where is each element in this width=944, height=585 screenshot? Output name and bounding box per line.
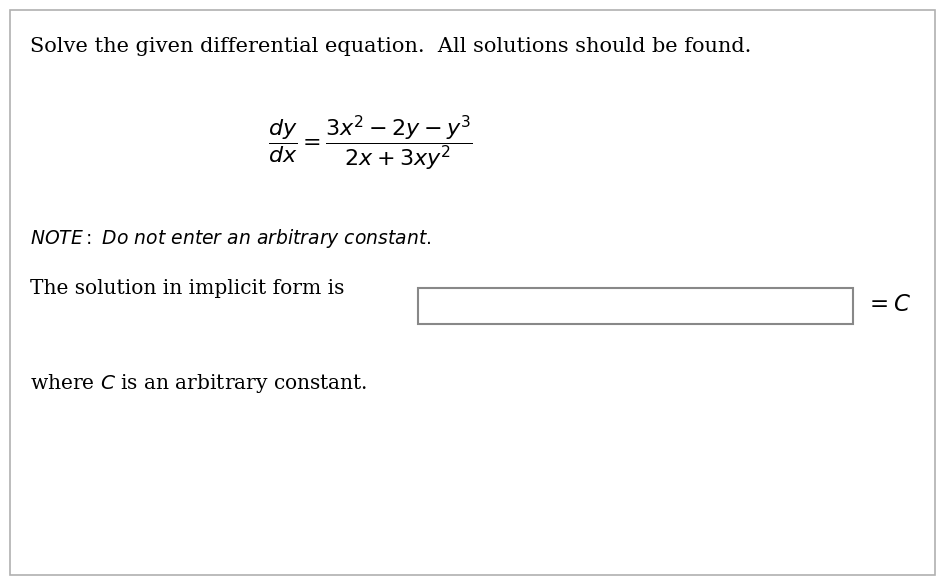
Bar xyxy=(417,288,852,324)
Text: The solution in implicit form is: The solution in implicit form is xyxy=(30,280,344,298)
Text: Solve the given differential equation.  All solutions should be found.: Solve the given differential equation. A… xyxy=(30,37,750,56)
Text: $\dfrac{dy}{dx} = \dfrac{3x^2 - 2y - y^3}{2x + 3xy^2}$: $\dfrac{dy}{dx} = \dfrac{3x^2 - 2y - y^3… xyxy=(267,113,472,173)
Text: $\mathit{NOTE{:}\ Do\ not\ enter\ an\ arbitrary\ constant.}$: $\mathit{NOTE{:}\ Do\ not\ enter\ an\ ar… xyxy=(30,227,430,250)
Text: $= C$: $= C$ xyxy=(864,294,910,316)
Text: where $C$ is an arbitrary constant.: where $C$ is an arbitrary constant. xyxy=(30,372,367,395)
